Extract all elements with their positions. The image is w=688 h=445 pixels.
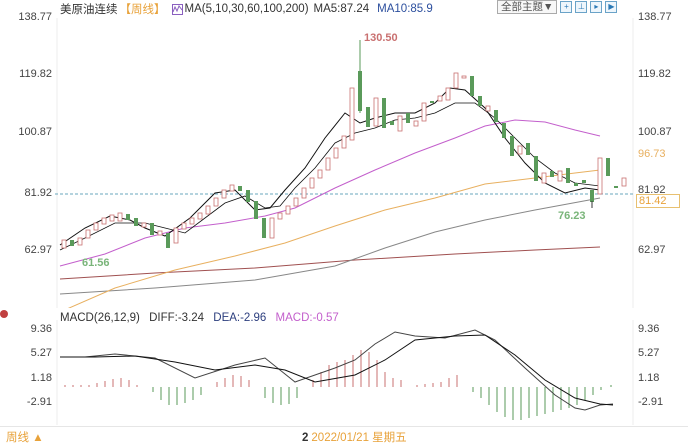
- candles: [61, 40, 627, 249]
- price-tick: 81.92: [24, 187, 52, 199]
- low-price-label-left: 61.56: [82, 257, 110, 269]
- macd-tick: -2.91: [638, 396, 664, 408]
- price-tick: 100.87: [18, 126, 52, 138]
- price-tick: 62.97: [24, 244, 52, 256]
- macd-tick: -2.91: [26, 396, 52, 408]
- ma10-value: MA10:85.9: [377, 3, 433, 15]
- macd-tick: 5.27: [638, 347, 660, 359]
- price-tick: 62.97: [638, 244, 666, 256]
- crosshair-icon[interactable]: +: [560, 1, 573, 13]
- macd-tick: 9.36: [30, 323, 52, 335]
- diff-value: DIFF:-3.24: [149, 312, 205, 324]
- macd-tick: 5.27: [30, 347, 52, 359]
- indicator-settings-icon[interactable]: [0, 310, 8, 318]
- ma5-value: MA5:87.24: [313, 3, 370, 15]
- instrument-title: 美原油连续: [60, 4, 118, 16]
- macd-value: MACD:-0.57: [275, 312, 339, 324]
- footer-bar: 周线 ▲ 2 2022/01/21 星期五: [0, 426, 688, 445]
- cursor-date: 2 2022/01/21 星期五: [302, 429, 407, 445]
- price-tick: 138.77: [638, 11, 672, 23]
- chart-header: 美原油连续 【周线】 MA(5,10,30,60,100,200) MA5:87…: [60, 1, 433, 17]
- high-price-label: 130.50: [364, 32, 398, 44]
- current-price-tag: 81.42: [636, 194, 680, 208]
- price-tick: 100.87: [638, 126, 672, 138]
- low-price-label-right: 76.23: [558, 210, 586, 222]
- move-right-icon[interactable]: ▶: [605, 1, 618, 13]
- macd-left-axis: 9.36 5.27 1.18 -2.91: [0, 320, 52, 425]
- period-label[interactable]: 【周线】: [119, 4, 166, 16]
- macd-chart[interactable]: [55, 320, 635, 425]
- macd-tick: 9.36: [638, 323, 660, 335]
- price-tick: 119.82: [638, 68, 671, 80]
- left-price-axis: 138.77 119.82 100.87 81.92 62.97: [0, 0, 52, 300]
- zoom-in-icon[interactable]: ⊥: [575, 1, 588, 13]
- macd-right-axis: 9.36 5.27 1.18 -2.91: [636, 320, 688, 425]
- macd-tick: 1.18: [638, 372, 660, 384]
- price-tick: 81.92: [638, 184, 666, 196]
- price-tick: 138.77: [18, 11, 52, 23]
- ma-level-tag: 96.73: [638, 148, 666, 160]
- right-price-axis: 138.77 119.82 100.87 96.73 81.92 81.42 6…: [636, 0, 688, 300]
- theme-dropdown[interactable]: 全部主题▼: [497, 0, 558, 14]
- chart-toolbar: 全部主题▼ + ⊥ ▸ ▶: [497, 0, 618, 14]
- zoom-out-icon[interactable]: ▸: [590, 1, 603, 13]
- ma-params: MA(5,10,30,60,100,200): [184, 3, 309, 15]
- macd-label: MACD(26,12,9): [60, 312, 140, 324]
- price-chart[interactable]: [55, 18, 635, 308]
- price-tick: 119.82: [19, 68, 52, 80]
- macd-header: MACD(26,12,9) DIFF:-3.24 DEA:-2.96 MACD:…: [60, 312, 339, 324]
- dea-value: DEA:-2.96: [213, 312, 267, 324]
- date-prefix: 2: [302, 432, 309, 444]
- ma-settings-icon[interactable]: [171, 3, 183, 15]
- macd-tick: 1.18: [30, 372, 52, 384]
- period-toggle-button[interactable]: 周线 ▲: [6, 432, 44, 444]
- date-text: 2022/01/21 星期五: [311, 432, 407, 444]
